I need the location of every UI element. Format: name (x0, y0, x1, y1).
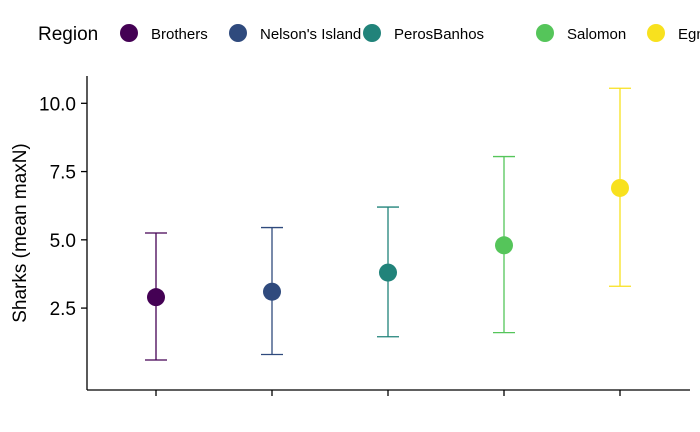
plot-area: Sharks (mean maxN) 2.5 5.0 7.5 10.0 (10, 76, 690, 396)
legend-swatch (120, 24, 138, 42)
series-group (493, 155, 515, 334)
data-point (263, 282, 281, 301)
legend-swatch (647, 24, 665, 42)
series-group (377, 206, 399, 338)
y-axis-title: Sharks (mean maxN) (10, 143, 31, 323)
y-tick-label: 10.0 (39, 94, 76, 115)
data-point (495, 236, 513, 255)
data-point (147, 288, 165, 307)
legend: Region Brothers Nelson's Island PerosBanho… (38, 24, 700, 45)
legend-swatch (363, 24, 381, 42)
y-tick-label: 5.0 (50, 231, 76, 252)
data-point (611, 178, 629, 197)
series-group (145, 232, 167, 361)
legend-swatch (536, 24, 554, 42)
legend-item-label: PerosBanhos (394, 26, 484, 43)
series-group (261, 226, 283, 356)
y-tick-label: 2.5 (50, 299, 76, 320)
data-point (379, 263, 397, 282)
series-group (609, 87, 631, 287)
y-tick-label: 7.5 (50, 163, 76, 184)
legend-item-label: Salomon (567, 26, 626, 43)
legend-item-label: Nelson's Island (260, 26, 361, 43)
legend-item-label: Egmont (678, 26, 700, 43)
legend-item-label: Brothers (151, 26, 208, 43)
legend-swatch (229, 24, 247, 42)
legend-title: Region (38, 24, 98, 45)
